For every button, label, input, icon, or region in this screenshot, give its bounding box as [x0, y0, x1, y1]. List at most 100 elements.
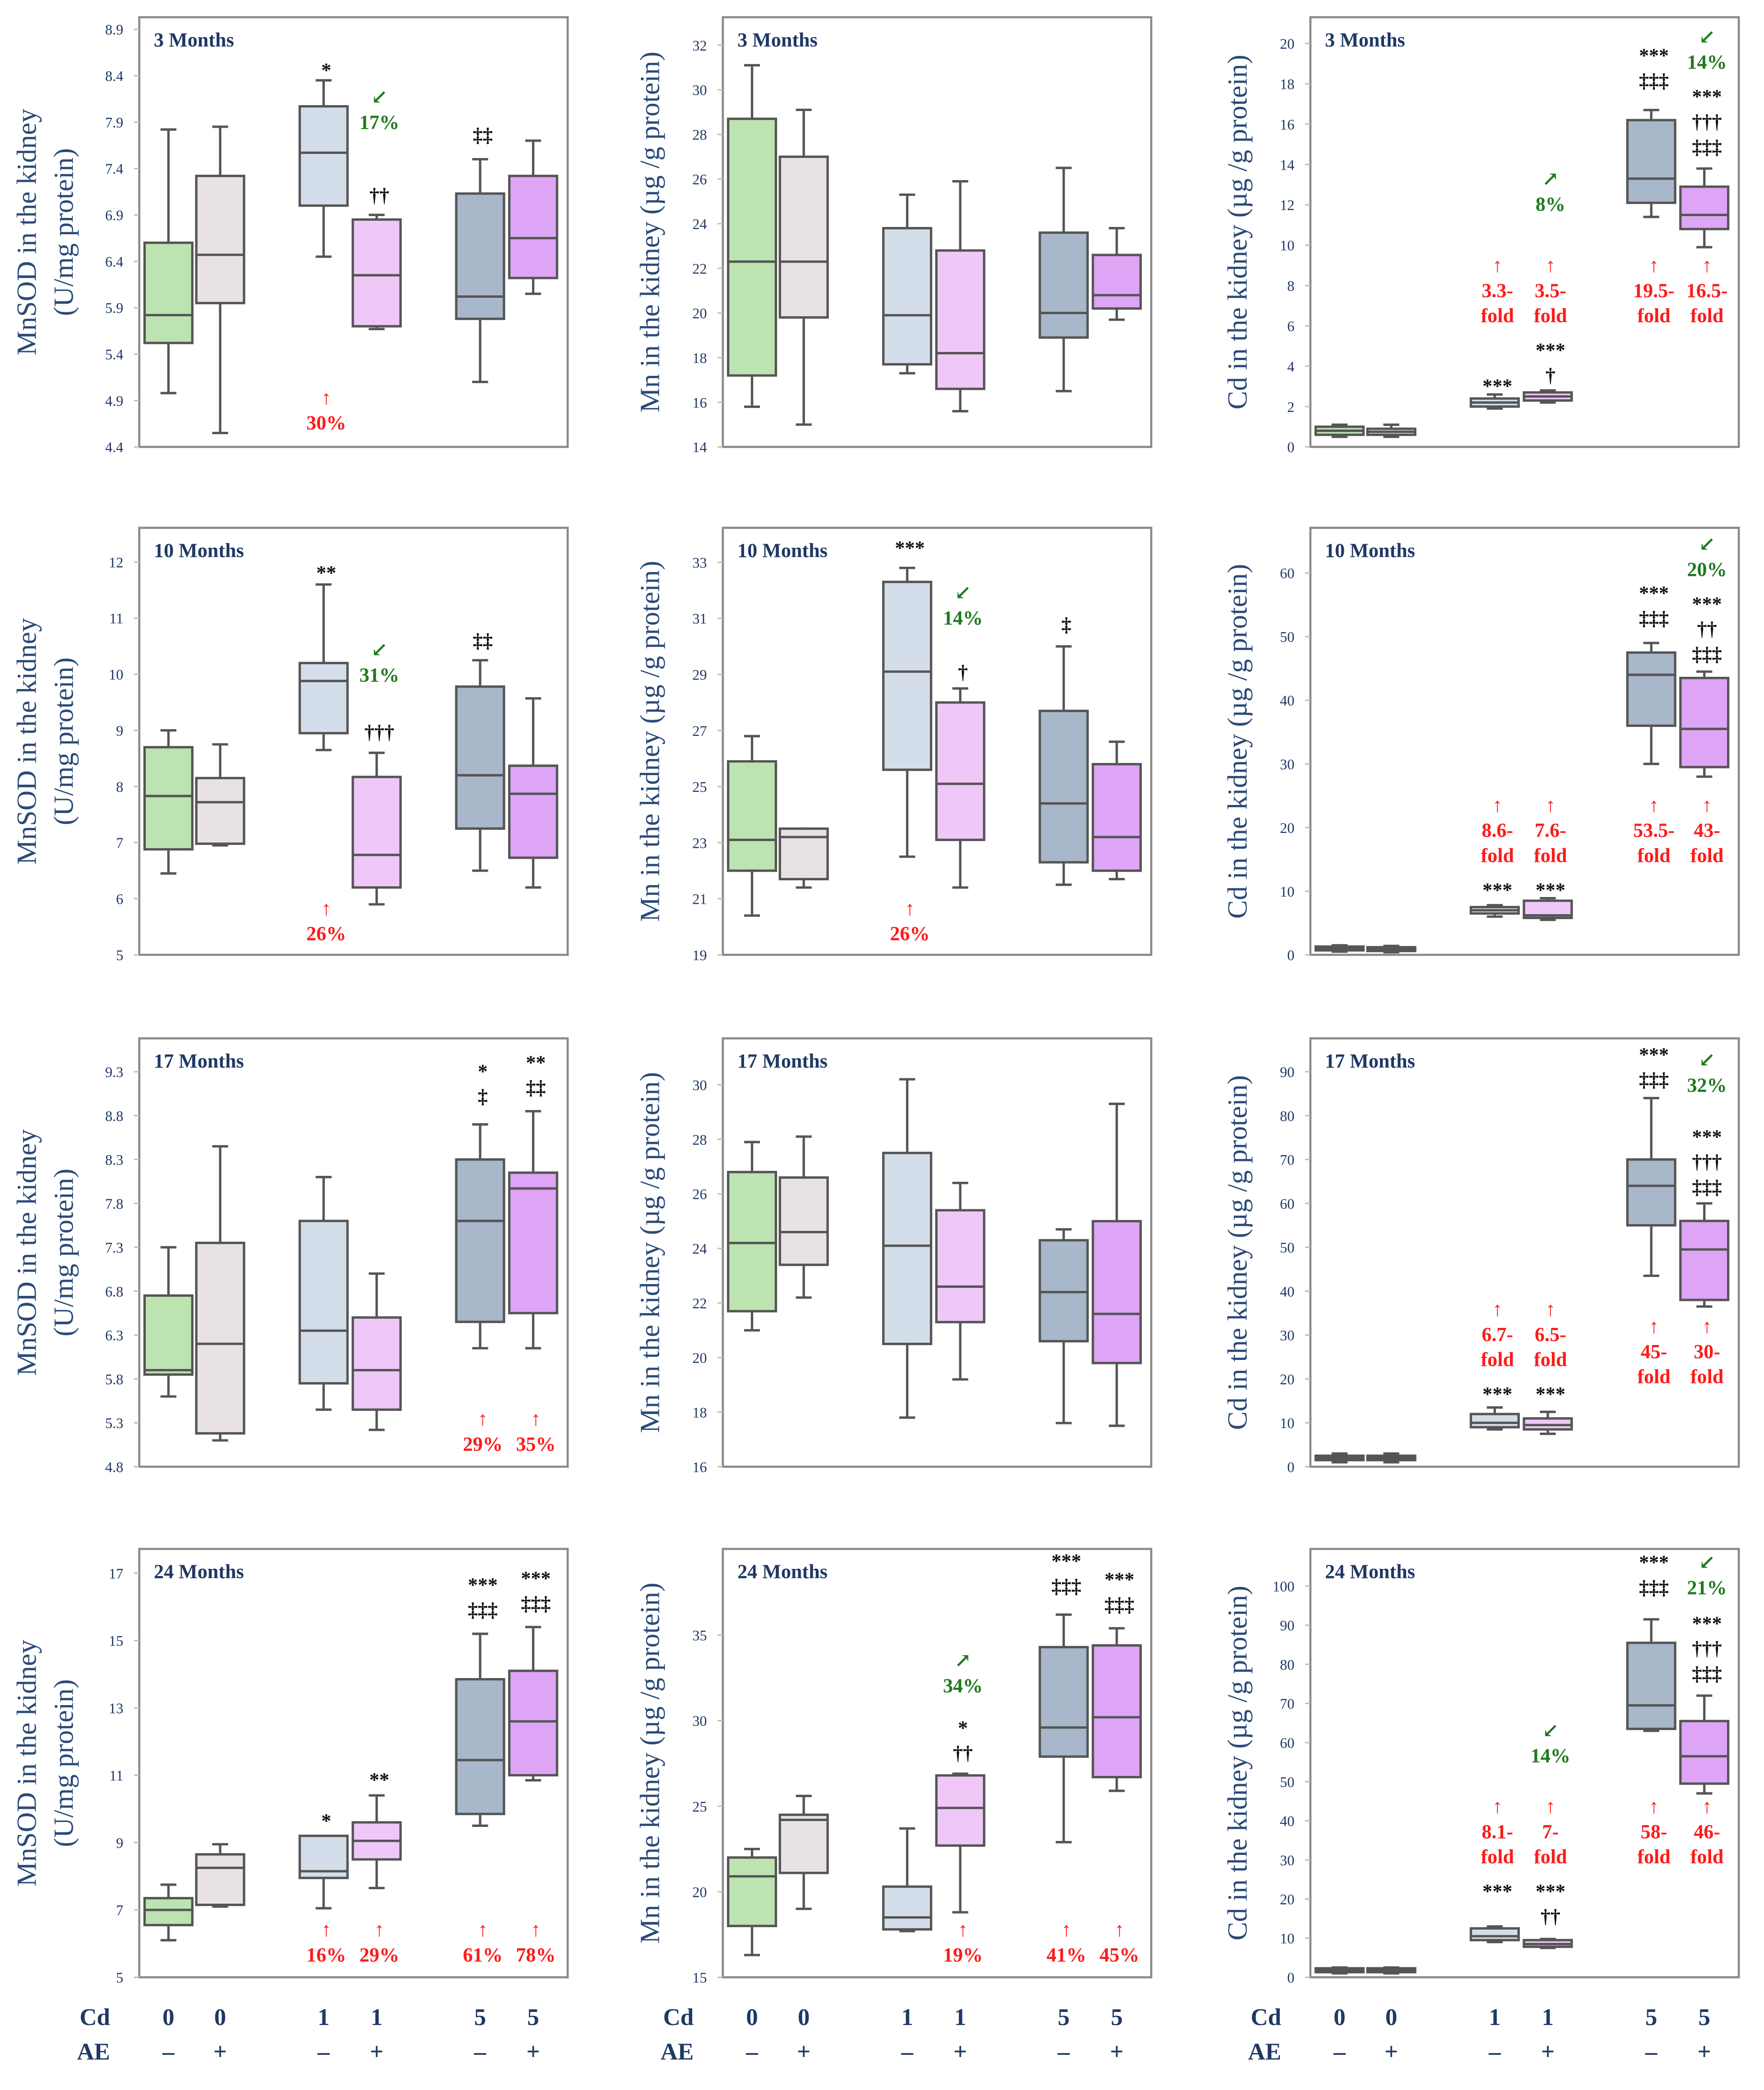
annotation-red: 19%: [943, 1944, 983, 1966]
iqr-box: [1038, 231, 1089, 339]
iqr-box: [143, 746, 194, 851]
box-3: [1469, 904, 1520, 918]
y-tick-label: 6.3: [105, 1327, 123, 1344]
annotation-red: fold: [1481, 305, 1514, 327]
annotation-black: †: [958, 661, 968, 684]
box-2: [778, 827, 829, 889]
ae-treatment-label: –: [901, 2039, 913, 2065]
box-5: [1038, 1613, 1089, 1844]
ae-treatment-label: +: [1384, 2039, 1398, 2065]
cd-dose-label: 0: [798, 2004, 810, 2030]
annotation-red: 16.5-: [1686, 279, 1728, 301]
y-tick-label: 26: [692, 1186, 707, 1202]
annotation-black: ‡‡‡: [468, 1599, 498, 1621]
y-tick-label: 6: [116, 891, 123, 907]
box-2: [195, 125, 245, 435]
y-tick-label: 30: [1280, 756, 1294, 772]
annotation-red: 3.5-: [1535, 279, 1566, 301]
annotation-green: 14%: [1687, 51, 1727, 73]
iqr-box: [455, 1678, 505, 1815]
y-tick-label: 90: [1280, 1064, 1294, 1080]
y-tick-label: 9.3: [105, 1064, 123, 1080]
y-tick-label: 4: [1287, 358, 1294, 375]
iqr-box: [195, 1241, 245, 1435]
iqr-box: [935, 701, 986, 842]
y-tick-label: 11: [109, 610, 123, 627]
iqr-box: [143, 241, 194, 344]
y-tick-label: 40: [1280, 693, 1294, 709]
annotation-red: fold: [1637, 1846, 1671, 1868]
annotation-black: ‡‡‡: [1639, 1069, 1669, 1091]
iqr-box: [935, 1209, 986, 1323]
y-tick-label: 20: [1280, 1891, 1294, 1908]
y-tick-label: 0: [1287, 1970, 1294, 1986]
box-5: [1626, 109, 1676, 218]
iqr-box: [1092, 763, 1142, 872]
ae-treatment-label: +: [954, 2039, 967, 2065]
annotation-green: ↙: [1699, 1551, 1715, 1573]
cd-dose-label: 0: [162, 2004, 174, 2030]
annotation-red: fold: [1534, 1349, 1567, 1371]
panel-title: 3 Months: [1325, 29, 1405, 51]
annotation-black: ***: [1482, 879, 1512, 901]
annotation-black: †††: [365, 721, 394, 743]
y-tick-label: 29: [692, 667, 707, 683]
box-6: [1679, 1202, 1730, 1308]
y-tick-label: 5.3: [105, 1415, 123, 1431]
annotation-red: ↑: [531, 1408, 541, 1430]
y-tick-label: 5: [116, 947, 123, 963]
box-1: [143, 1883, 194, 1942]
annotation-black: ***: [1639, 582, 1669, 604]
annotation-black: ***: [521, 1568, 551, 1590]
annotation-red: 35%: [516, 1433, 556, 1455]
iqr-box: [1038, 1646, 1089, 1758]
box-5: [455, 659, 505, 872]
y-tick-label: 10: [1280, 883, 1294, 900]
annotation-red: ↑: [1492, 1298, 1502, 1320]
box-2: [1366, 944, 1417, 954]
iqr-box: [727, 1170, 778, 1313]
y-axis-title: Cd in the kidney (µg /g protein): [1222, 564, 1253, 919]
iqr-box: [455, 192, 505, 320]
annotation-black: ‡‡: [473, 630, 493, 652]
panel-title: 17 Months: [154, 1050, 244, 1072]
box-5: [455, 1123, 505, 1350]
iqr-box: [1679, 1220, 1730, 1301]
y-tick-label: 28: [692, 1132, 707, 1148]
annotation-red: 3.3-: [1482, 279, 1513, 301]
annotation-black: ***: [1692, 1126, 1722, 1148]
iqr-box: [727, 1856, 778, 1928]
iqr-box: [352, 218, 402, 328]
y-axis-title-units: (U/mg protein): [49, 657, 79, 825]
annotation-black: ‡‡‡: [1692, 643, 1722, 665]
y-tick-label: 8: [1287, 278, 1294, 294]
iqr-box: [882, 581, 932, 771]
y-tick-label: 15: [692, 1970, 707, 1986]
y-tick-label: 7.3: [105, 1239, 123, 1256]
y-tick-label: 50: [1280, 1239, 1294, 1256]
box-1: [727, 1848, 778, 1956]
annotation-black: ‡‡‡: [1639, 1577, 1669, 1599]
y-tick-label: 10: [109, 666, 123, 683]
annotation-red: ↑: [1546, 794, 1556, 816]
ae-treatment-label: –: [1488, 2039, 1501, 2065]
annotation-red: ↑: [321, 897, 331, 920]
box-4: [935, 687, 986, 889]
ae-treatment-label: +: [1541, 2039, 1555, 2065]
cd-dose-label: 1: [318, 2004, 329, 2030]
iqr-box: [778, 1176, 829, 1266]
annotation-black: ‡‡‡: [1692, 1176, 1722, 1198]
cd-dose-label: 0: [1385, 2004, 1397, 2030]
y-tick-label: 7: [116, 835, 123, 851]
annotation-black: ‡‡‡: [1105, 1594, 1134, 1616]
annotation-green: 20%: [1687, 558, 1727, 580]
iqr-box: [1626, 1641, 1676, 1730]
box-2: [1366, 1452, 1417, 1464]
y-tick-label: 10: [1280, 1415, 1294, 1431]
annotation-red: fold: [1534, 1846, 1567, 1868]
annotation-green: 34%: [943, 1674, 983, 1697]
ae-treatment-label: –: [317, 2039, 330, 2065]
iqr-box: [1092, 254, 1142, 310]
annotation-green: 8%: [1536, 193, 1565, 215]
annotation-black: ††: [370, 184, 389, 206]
